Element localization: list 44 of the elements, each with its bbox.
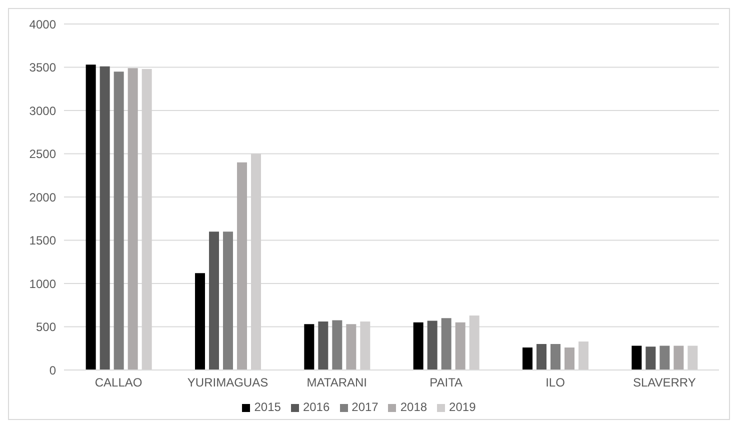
bar	[332, 320, 342, 370]
x-tick-label: YURIMAGUAS	[187, 376, 268, 390]
bar	[522, 348, 532, 370]
legend-label: 2019	[449, 400, 476, 414]
x-tick-label: SLAVERRY	[632, 376, 696, 390]
bar	[550, 344, 560, 370]
y-tick-label: 0	[49, 363, 56, 378]
x-tick-label: MATARANI	[306, 376, 368, 390]
bar	[195, 273, 205, 370]
y-tick-label: 3000	[29, 104, 56, 118]
bar	[674, 346, 684, 370]
bar	[536, 344, 546, 370]
bar	[455, 322, 466, 370]
bar	[237, 162, 247, 370]
y-tick-label: 1500	[29, 234, 56, 248]
legend-label: 2016	[302, 400, 330, 414]
bar	[346, 324, 356, 370]
legend-label: 2017	[352, 400, 378, 414]
y-tick-label: 500	[36, 320, 56, 334]
x-tick-label: ILO	[546, 376, 565, 390]
y-tick-label: 3500	[29, 60, 56, 75]
y-tick-label: 2000	[29, 190, 56, 204]
bar	[114, 72, 124, 370]
bar	[128, 68, 138, 370]
bar	[441, 318, 452, 370]
bar	[632, 346, 642, 370]
bar	[86, 64, 96, 370]
bar	[427, 320, 438, 370]
bar	[100, 66, 110, 370]
y-tick-label: 4000	[29, 17, 56, 32]
bar	[304, 324, 314, 370]
bar	[646, 346, 656, 370]
legend-label: 2015	[254, 400, 281, 414]
bar	[660, 346, 670, 370]
bar	[209, 232, 219, 370]
x-tick-label: CALLAO	[94, 376, 142, 390]
x-tick-label: PAITA	[430, 376, 463, 390]
legend-label: 2018	[400, 400, 428, 414]
bar	[413, 322, 424, 370]
y-tick-label: 1000	[29, 276, 56, 291]
y-tick-label: 2500	[29, 147, 56, 162]
bar	[564, 348, 574, 370]
bar	[318, 322, 328, 370]
bar	[223, 232, 233, 370]
